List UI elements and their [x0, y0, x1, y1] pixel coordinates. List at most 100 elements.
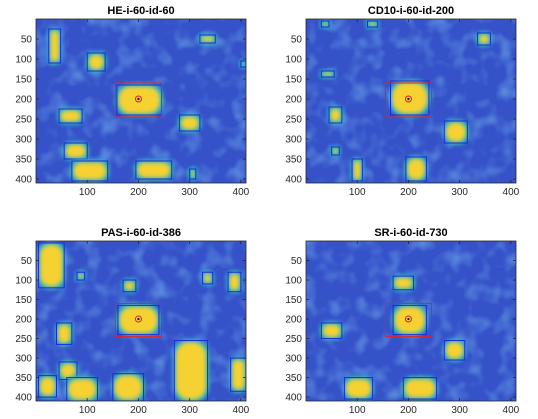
hotspot-box: [117, 304, 160, 336]
hotspot-box: [199, 34, 216, 44]
hotspot-core: [40, 244, 63, 287]
y-tick-label: 50: [291, 256, 303, 267]
hotspot-core: [407, 158, 425, 180]
hotspot-box: [173, 340, 209, 401]
center-dot: [137, 97, 140, 101]
hotspot-box: [227, 271, 242, 293]
hotspot-core: [322, 22, 328, 26]
hotspot-core: [65, 144, 86, 158]
hotspot-core: [229, 273, 240, 291]
axes-frame: [35, 18, 247, 184]
x-tick-label: 200: [400, 187, 417, 198]
y-tick-label: 200: [285, 315, 302, 326]
x-tick-label: 300: [451, 405, 468, 416]
hotspot-box: [320, 322, 343, 340]
hotspot: [342, 376, 375, 401]
hotspot-box: [392, 275, 415, 291]
heatmap-area: [306, 19, 516, 183]
hotspot-core: [137, 162, 171, 178]
hotspot: [330, 145, 341, 157]
hotspot-core: [203, 273, 212, 283]
axes-frame: [305, 240, 517, 402]
y-tick-label: 400: [285, 175, 302, 186]
hotspot: [37, 374, 58, 399]
hotspot-box: [402, 377, 438, 400]
y-tick-label: 300: [15, 135, 32, 146]
panel-4: SR-i-60-id-730 100 200 300 400 50 100 150 200 250…: [285, 227, 519, 416]
hotspot-box: [201, 271, 214, 285]
hotspot: [442, 339, 467, 362]
x-tick-label: 400: [233, 405, 250, 416]
hotspot-core: [322, 324, 341, 338]
hotspot: [75, 270, 87, 282]
panel-title: SR-i-60-id-730: [374, 227, 447, 239]
hotspot: [172, 339, 210, 401]
y-tick-label: 350: [15, 155, 32, 166]
hotspot-core: [124, 281, 135, 291]
y-tick-label: 150: [15, 75, 32, 86]
hotspot-core: [68, 379, 96, 400]
y-tick-label: 250: [285, 334, 302, 345]
center-dot: [407, 97, 410, 101]
center-marker: [404, 315, 412, 323]
hotspot-core: [40, 377, 55, 396]
hotspot: [239, 59, 246, 69]
y-tick-label: 250: [285, 115, 302, 126]
hotspot-core: [333, 148, 338, 154]
center-marker: [404, 95, 412, 103]
hotspot-core: [118, 86, 160, 114]
hotspot-core: [394, 277, 413, 289]
roi-box: [384, 302, 432, 338]
hotspot: [134, 159, 174, 181]
hotspot: [57, 360, 79, 382]
y-tick-label: 200: [15, 95, 32, 106]
y-tick-label: 300: [15, 354, 32, 365]
hotspot: [62, 141, 89, 161]
y-tick-label: 200: [285, 95, 302, 106]
roi-box: [114, 302, 162, 338]
roi-box: [384, 82, 432, 118]
y-tick-label: 150: [15, 295, 32, 306]
center-marker: [134, 315, 142, 323]
hotspot-box: [320, 20, 330, 28]
hotspot-box: [48, 28, 62, 64]
roi-box: [114, 82, 162, 118]
x-tick-label: 300: [181, 187, 198, 198]
x-tick-label: 400: [233, 187, 250, 198]
hotspot-core: [392, 82, 428, 114]
center-dot: [407, 317, 410, 321]
hotspot-core: [60, 110, 81, 122]
hotspot-box: [343, 377, 374, 400]
hotspot-core: [78, 273, 84, 279]
hotspot-core: [57, 324, 71, 343]
hotspot-box: [331, 146, 340, 156]
hotspot-box: [443, 120, 468, 144]
hotspot-box: [240, 60, 246, 68]
y-tick-label: 100: [15, 55, 32, 66]
heatmap-area: [306, 241, 516, 401]
hotspot-box: [86, 52, 106, 72]
hotspot: [327, 105, 344, 125]
hotspot-core: [232, 359, 245, 390]
x-tick-label: 200: [400, 405, 417, 416]
y-tick-label: 50: [291, 35, 303, 46]
x-tick-label: 300: [181, 405, 198, 416]
hotspot-box: [135, 160, 173, 180]
hotspot-core: [404, 379, 436, 398]
hotspot-box: [71, 160, 109, 182]
hotspot: [115, 83, 163, 117]
hotspot: [47, 27, 63, 65]
y-tick-label: 100: [285, 276, 302, 287]
x-tick-label: 400: [503, 405, 520, 416]
hotspot: [57, 107, 84, 125]
hotspot: [389, 79, 431, 117]
hotspot-box: [328, 106, 343, 124]
hotspot: [229, 356, 246, 393]
panel-1: HE-i-60-id-60 100 200 300 400 50 100 150 200 250 3…: [15, 5, 249, 198]
x-tick-label: 100: [349, 187, 366, 198]
hotspot: [200, 270, 215, 286]
hotspot-box: [443, 340, 466, 361]
hotspot: [226, 270, 243, 294]
hotspot: [37, 241, 66, 290]
hotspot-core: [175, 342, 207, 400]
